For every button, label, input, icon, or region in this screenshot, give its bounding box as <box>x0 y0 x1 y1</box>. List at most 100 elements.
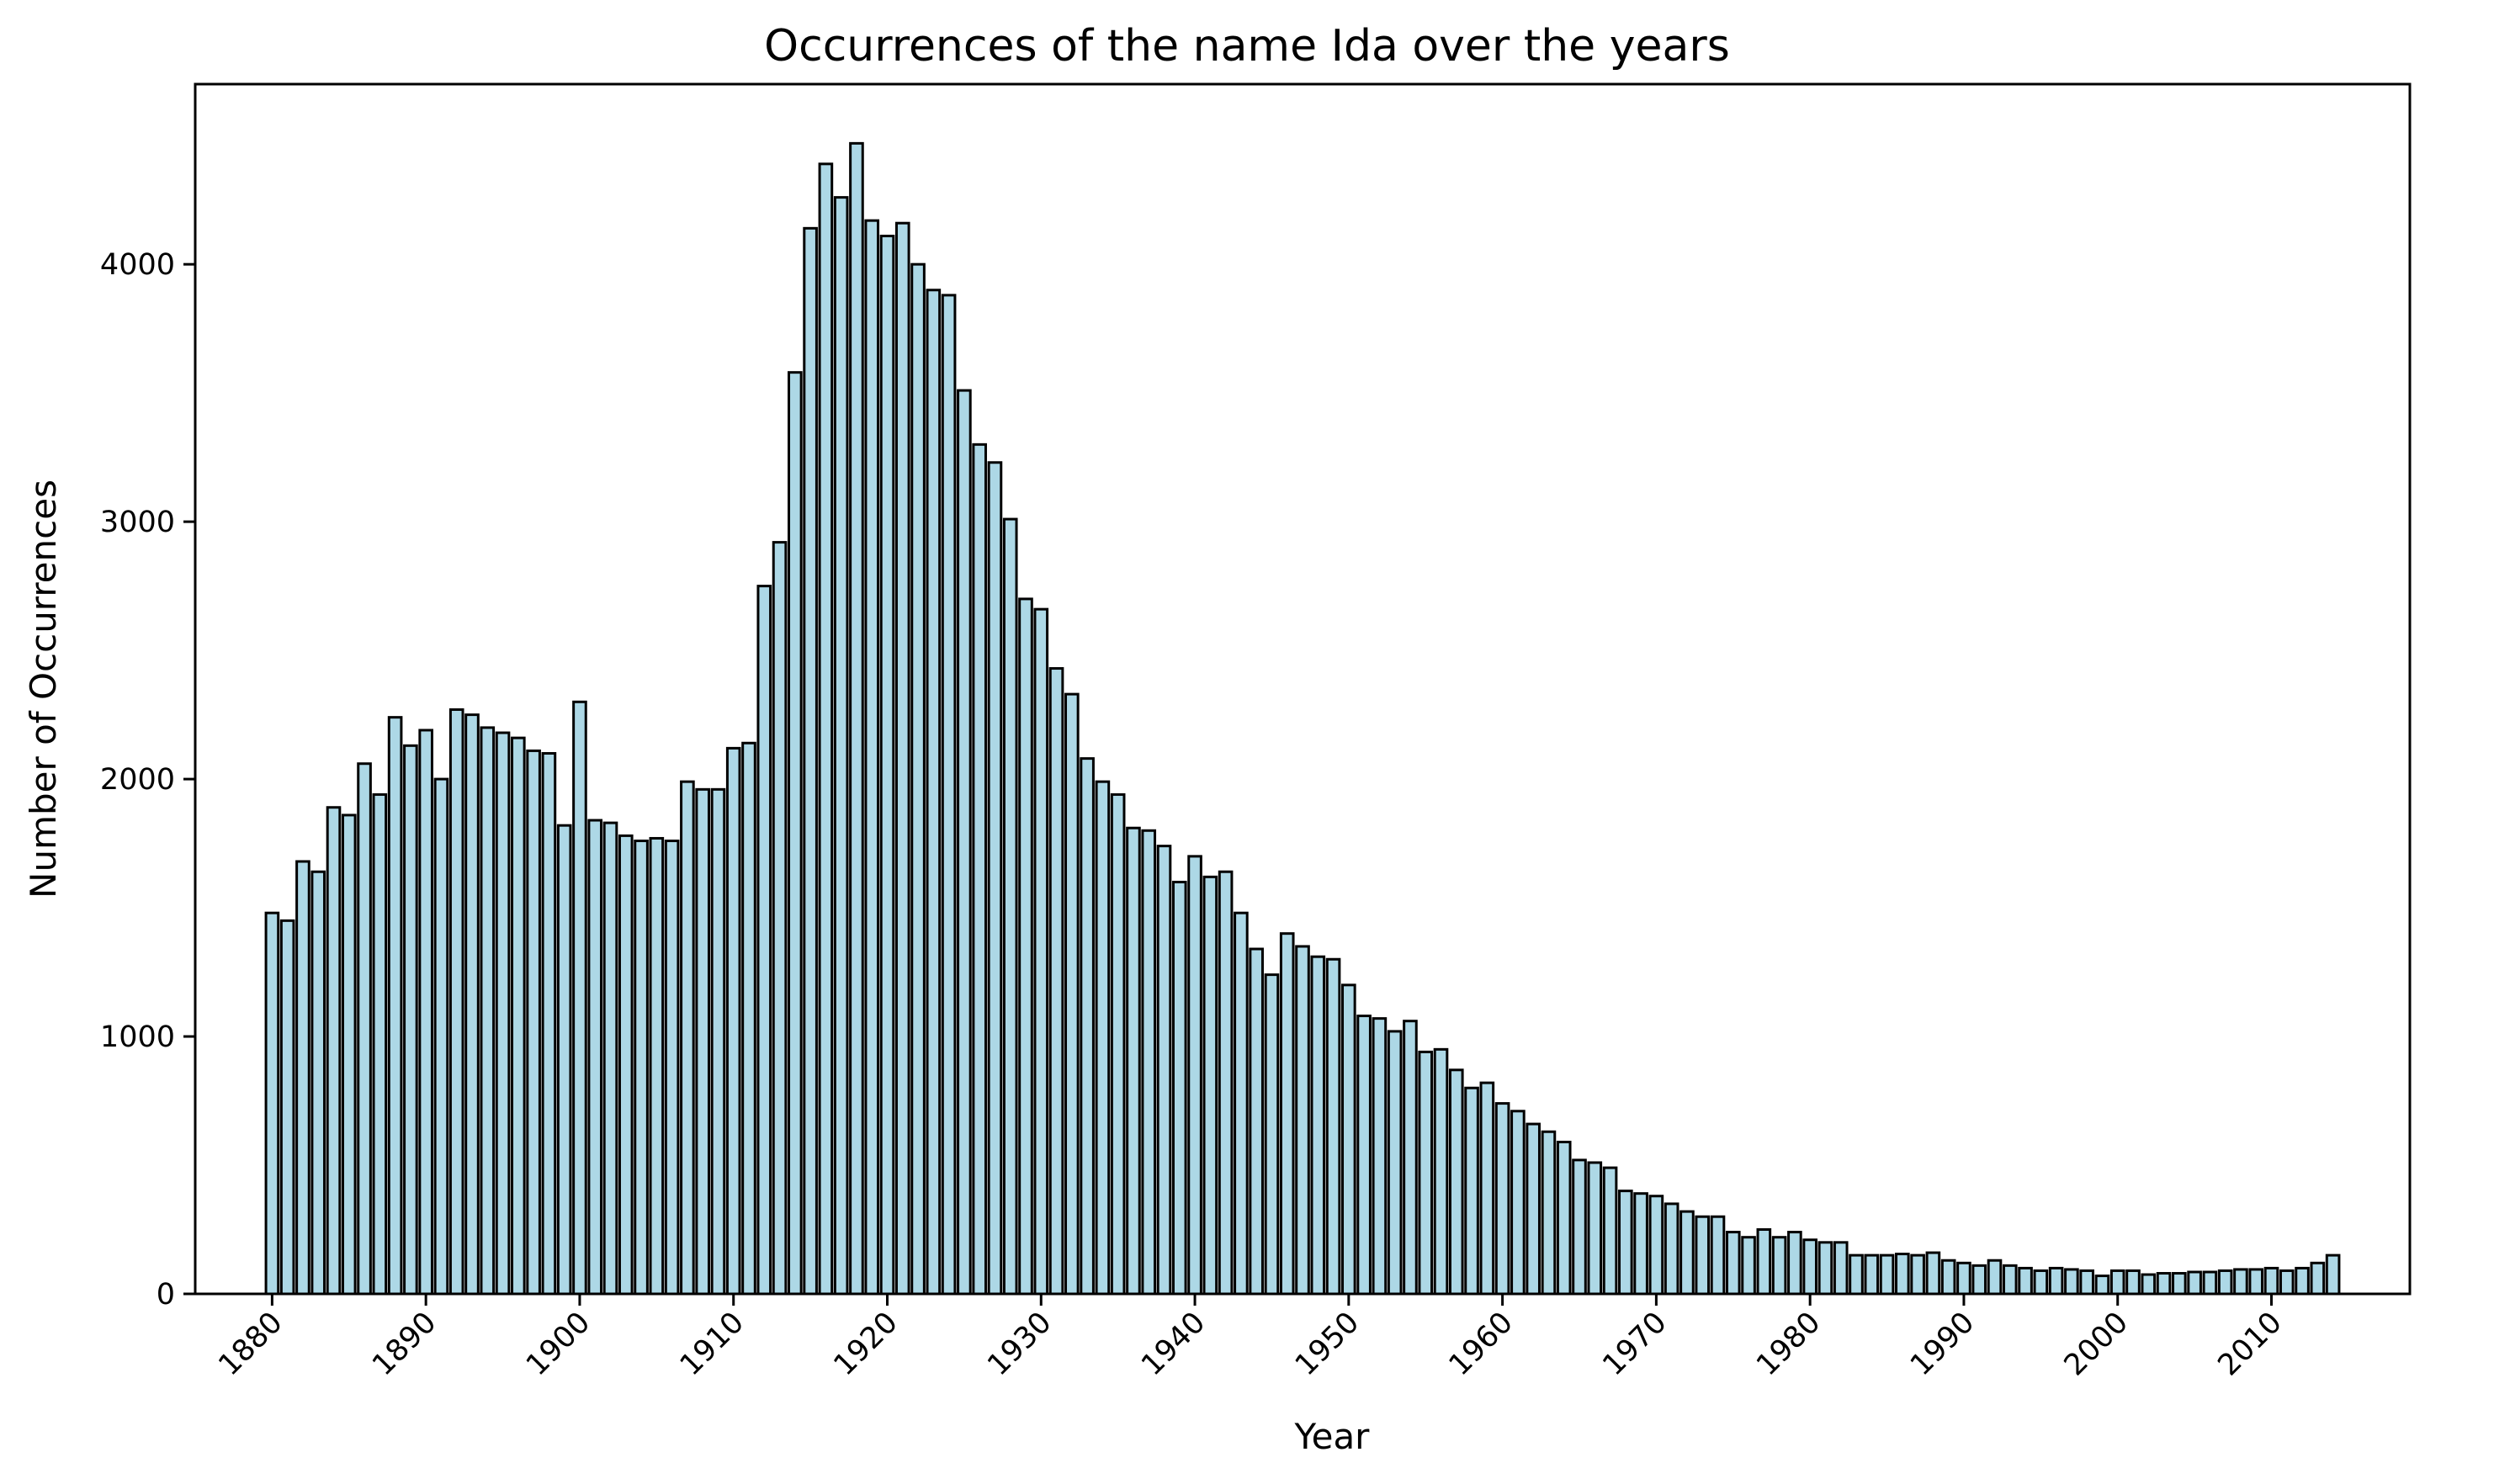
bar-2010 <box>2263 1266 2279 1296</box>
bar-1928 <box>1002 517 1018 1296</box>
bar-1897 <box>526 749 541 1296</box>
bar-1939 <box>1171 880 1187 1296</box>
bar-1926 <box>972 443 987 1296</box>
plot-frame <box>194 82 2412 1296</box>
x-tick-label-1890: 1890 <box>366 1306 443 1382</box>
bar-1881 <box>279 919 295 1296</box>
bar-1900 <box>572 700 587 1296</box>
bar-1915 <box>803 226 818 1296</box>
x-tick-label-1880: 1880 <box>212 1306 289 1382</box>
x-tick-label-1900: 1900 <box>520 1306 597 1382</box>
bar-1961 <box>1510 1110 1526 1296</box>
bar-1967 <box>1602 1166 1618 1296</box>
bar-2008 <box>2233 1268 2248 1296</box>
bar-2000 <box>2109 1269 2125 1296</box>
bar-1937 <box>1141 829 1157 1296</box>
bar-1960 <box>1494 1102 1510 1296</box>
y-axis-label: Number of Occurrences <box>23 480 64 898</box>
bar-1974 <box>1710 1215 1726 1296</box>
bar-2005 <box>2187 1270 2202 1296</box>
bar-1989 <box>1940 1259 1956 1296</box>
bar-1969 <box>1633 1192 1648 1296</box>
bar-1953 <box>1387 1030 1403 1296</box>
bar-1945 <box>1264 973 1280 1296</box>
bar-1906 <box>664 840 680 1296</box>
bar-1924 <box>941 294 957 1296</box>
bar-1930 <box>1033 607 1049 1296</box>
y-axis: 0 1000 2000 3000 4000 <box>100 248 195 1312</box>
bar-1970 <box>1648 1195 1664 1296</box>
bar-1942 <box>1218 870 1234 1296</box>
bar-1901 <box>587 819 603 1296</box>
bar-1912 <box>756 585 772 1296</box>
bar-1908 <box>695 787 710 1296</box>
bar-1985 <box>1879 1253 1895 1296</box>
bar-1929 <box>1018 597 1033 1296</box>
bar-1880 <box>264 911 280 1296</box>
bar-2006 <box>2202 1270 2218 1296</box>
bar-1890 <box>418 729 433 1296</box>
y-tick-label-2000: 2000 <box>100 763 175 797</box>
bar-1931 <box>1048 667 1064 1296</box>
bar-2014 <box>2325 1253 2341 1296</box>
bars-group <box>264 141 2341 1296</box>
bar-1975 <box>1725 1231 1741 1296</box>
bar-1922 <box>910 262 926 1296</box>
bar-1972 <box>1679 1210 1695 1296</box>
bar-1894 <box>480 726 496 1296</box>
bar-1962 <box>1526 1122 1541 1296</box>
y-tick-label-1000: 1000 <box>100 1020 175 1054</box>
bar-1923 <box>926 289 942 1296</box>
bar-1980 <box>1802 1238 1817 1296</box>
x-tick-label-1930: 1930 <box>981 1306 1058 1382</box>
bar-1934 <box>1095 780 1111 1296</box>
bar-2011 <box>2279 1269 2295 1296</box>
bar-1997 <box>2064 1268 2079 1296</box>
x-tick-label-2010: 2010 <box>2212 1306 2289 1382</box>
bar-1909 <box>710 787 726 1296</box>
bar-1910 <box>725 746 741 1296</box>
bar-1993 <box>2002 1264 2018 1296</box>
x-tick-label-1910: 1910 <box>674 1306 751 1382</box>
bar-1996 <box>2048 1266 2064 1296</box>
x-tick-label-1960: 1960 <box>1443 1306 1520 1382</box>
x-tick-label-1970: 1970 <box>1596 1306 1673 1382</box>
bar-1957 <box>1448 1068 1464 1296</box>
bar-1979 <box>1787 1231 1802 1296</box>
bar-1887 <box>372 792 388 1296</box>
bar-1965 <box>1572 1158 1587 1296</box>
bar-1917 <box>833 196 849 1296</box>
bar-1913 <box>772 541 788 1296</box>
bar-1919 <box>864 219 880 1296</box>
bar-1971 <box>1664 1202 1679 1296</box>
bar-1888 <box>387 716 403 1296</box>
bar-1903 <box>618 834 634 1296</box>
bar-1899 <box>556 824 572 1296</box>
bar-1950 <box>1341 983 1356 1296</box>
bar-2012 <box>2295 1266 2310 1296</box>
bar-1916 <box>818 162 834 1296</box>
bar-1902 <box>602 821 618 1296</box>
bar-1883 <box>310 870 326 1296</box>
bar-1905 <box>649 836 665 1296</box>
bar-1925 <box>957 389 972 1296</box>
bar-1938 <box>1156 845 1172 1296</box>
bar-1964 <box>1556 1140 1572 1296</box>
bar-1983 <box>1849 1253 1864 1296</box>
bar-1935 <box>1110 792 1126 1296</box>
bar-2003 <box>2156 1272 2172 1296</box>
bar-1933 <box>1080 757 1095 1296</box>
chart-title: Occurrences of the name Ida over the yea… <box>764 21 1730 72</box>
x-tick-label-1980: 1980 <box>1750 1306 1827 1382</box>
bar-1914 <box>788 371 803 1296</box>
bar-1886 <box>357 762 372 1296</box>
bar-1907 <box>680 780 695 1296</box>
bar-1999 <box>2094 1275 2110 1296</box>
bar-1943 <box>1234 911 1249 1296</box>
bar-1978 <box>1771 1236 1787 1296</box>
bar-1895 <box>495 731 511 1296</box>
bar-1959 <box>1479 1081 1495 1296</box>
bar-1891 <box>433 777 449 1296</box>
bar-2004 <box>2172 1272 2187 1296</box>
x-axis: 1880 1890 1900 1910 1920 1930 1940 1950 1960 1970… <box>212 1294 2289 1382</box>
